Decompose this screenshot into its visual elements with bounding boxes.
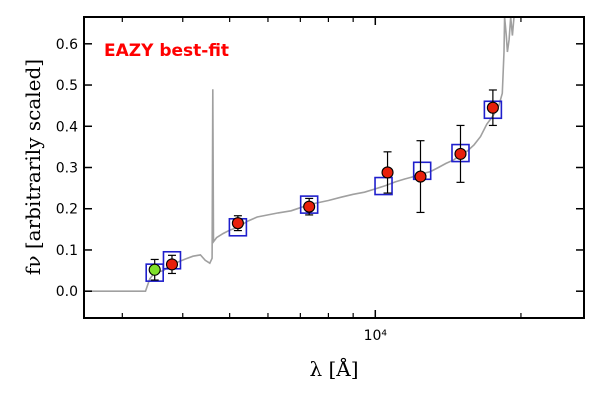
x-axis-title: λ [Å]: [309, 356, 358, 381]
observed-flux-point: [381, 166, 394, 179]
y-tick-label: 0.0: [56, 284, 78, 300]
x-tick-label: 10⁴: [364, 328, 388, 344]
y-tick-label: 0.4: [56, 119, 78, 135]
observed-flux-point: [486, 101, 499, 114]
observed-flux-point: [148, 263, 161, 276]
observed-photometry-layer: [148, 89, 499, 281]
observed-flux-point: [454, 147, 467, 160]
observed-flux-point: [414, 170, 427, 183]
observed-flux-point: [165, 258, 179, 271]
y-tick-label: 0.5: [56, 78, 78, 94]
y-tick-label: 0.1: [56, 243, 78, 259]
y-tick-label: 0.6: [56, 37, 78, 53]
ticks-layer: 0.0 0.1 0.2 0.3 0.4 0.5 0.6 10⁴: [56, 17, 584, 344]
observed-flux-point: [303, 200, 316, 213]
annotation-label: EAZY best-fit: [104, 41, 229, 61]
observed-flux-point: [231, 217, 244, 230]
y-axis-title: fν [arbitrarily scaled]: [21, 59, 45, 275]
y-tick-label: 0.3: [56, 161, 78, 177]
plot-frame: [83, 16, 585, 319]
model-flux-box: [374, 176, 393, 196]
y-tick-label: 0.2: [56, 202, 78, 218]
